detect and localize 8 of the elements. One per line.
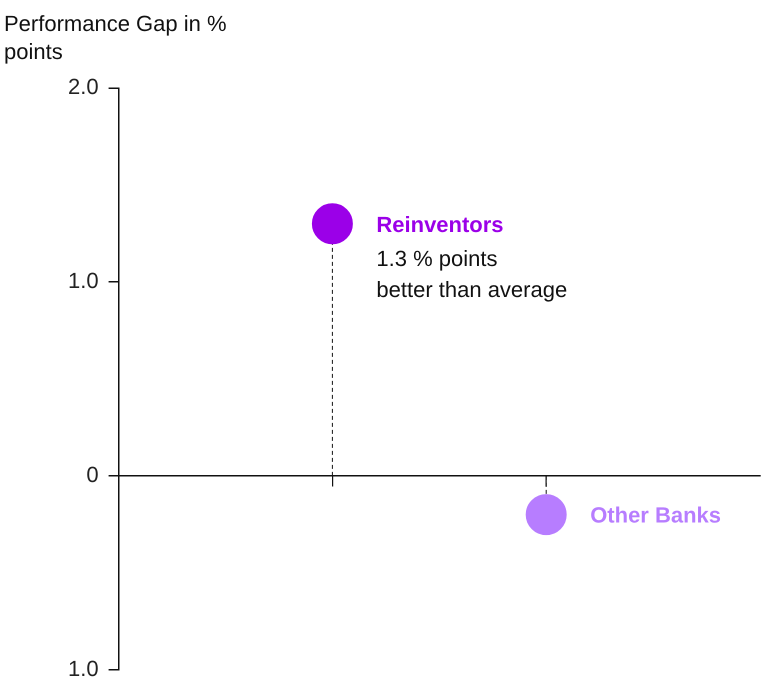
y-axis-title: Performance Gap in % points — [4, 10, 228, 66]
y-tick-label: 0 — [86, 462, 99, 487]
y-tick-label: 2.0 — [68, 74, 99, 100]
series-label: Other Banks — [590, 502, 722, 528]
y-tick-label: 1.0 — [68, 656, 99, 681]
annotation: 1.3 % points better than average — [376, 246, 568, 302]
series-label: Reinventors — [376, 212, 504, 237]
y-tick-label: 1.0 — [68, 268, 99, 293]
